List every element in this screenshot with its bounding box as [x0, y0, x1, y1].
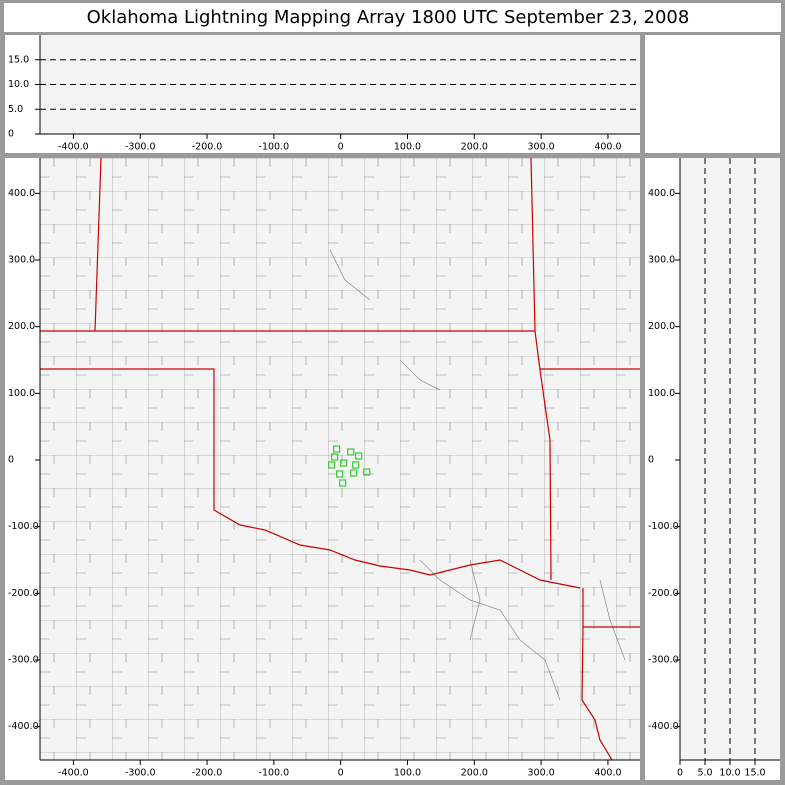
y-tick-label: 200.0 [8, 321, 35, 332]
lightning-source [355, 452, 363, 460]
x-tick-label: 0 [338, 142, 344, 153]
y-tick-label: 100.0 [648, 388, 675, 399]
y-tick-label: 15.0 [8, 54, 29, 65]
x-tick-label: -400.0 [58, 768, 89, 779]
x-tick-label: 100.0 [394, 768, 421, 779]
x-tick-label: -300.0 [125, 768, 156, 779]
state-borders [40, 158, 640, 760]
x-tick-label: 200.0 [461, 142, 488, 153]
title: Oklahoma Lightning Mapping Array 1800 UT… [87, 7, 690, 28]
county-lines [40, 158, 640, 760]
x-tick-label: 400.0 [594, 142, 621, 153]
corner-panel [645, 35, 780, 153]
lightning-source [331, 453, 339, 461]
lightning-source [363, 468, 371, 476]
y-tick-label: 10.0 [8, 79, 29, 90]
lightning-source [352, 461, 360, 469]
lightning-source [336, 470, 344, 478]
title-bar [4, 3, 781, 32]
lightning-source [328, 461, 336, 469]
lightning-source [350, 469, 358, 477]
y-tick-label: 0 [8, 455, 14, 466]
y-tick-label: 300.0 [648, 255, 675, 266]
x-tick-label: 300.0 [528, 142, 555, 153]
x-tick-label: 100.0 [394, 142, 421, 153]
y-tick-label: -200.0 [8, 588, 39, 599]
x-tick-label: -200.0 [192, 142, 223, 153]
rivers [329, 249, 626, 701]
lightning-source [339, 479, 347, 487]
y-tick-label: 200.0 [648, 321, 675, 332]
x-tick-label: 5.0 [697, 768, 712, 779]
x-tick-label: 10.0 [719, 768, 740, 779]
x-tick-label: -200.0 [192, 768, 223, 779]
y-tick-label: 300.0 [8, 255, 35, 266]
y-tick-label: -300.0 [8, 655, 39, 666]
y-tick-label: -200.0 [648, 588, 679, 599]
y-tick-label: -400.0 [648, 721, 679, 732]
lightning-source [340, 459, 348, 467]
x-tick-label: 400.0 [594, 768, 621, 779]
x-tick-label: 0 [677, 768, 683, 779]
y-tick-label: 0 [648, 455, 654, 466]
y-tick-label: -100.0 [8, 521, 39, 532]
lightning-source [347, 448, 355, 456]
x-tick-label: 200.0 [461, 768, 488, 779]
x-tick-label: 15.0 [744, 768, 765, 779]
lightning-source [333, 445, 341, 453]
y-tick-label: 5.0 [8, 104, 23, 115]
x-tick-label: -400.0 [58, 142, 89, 153]
y-tick-label: -400.0 [8, 721, 39, 732]
x-tick-label: 300.0 [528, 768, 555, 779]
y-tick-label: 400.0 [648, 188, 675, 199]
y-tick-label: 0 [8, 129, 14, 140]
x-tick-label: -100.0 [259, 768, 290, 779]
y-tick-label: 100.0 [8, 388, 35, 399]
y-tick-label: 400.0 [8, 188, 35, 199]
basemap [40, 158, 640, 760]
x-tick-label: -100.0 [259, 142, 290, 153]
y-tick-label: -300.0 [648, 655, 679, 666]
y-tick-label: -100.0 [648, 521, 679, 532]
x-tick-label: -300.0 [125, 142, 156, 153]
x-tick-label: 0 [338, 768, 344, 779]
